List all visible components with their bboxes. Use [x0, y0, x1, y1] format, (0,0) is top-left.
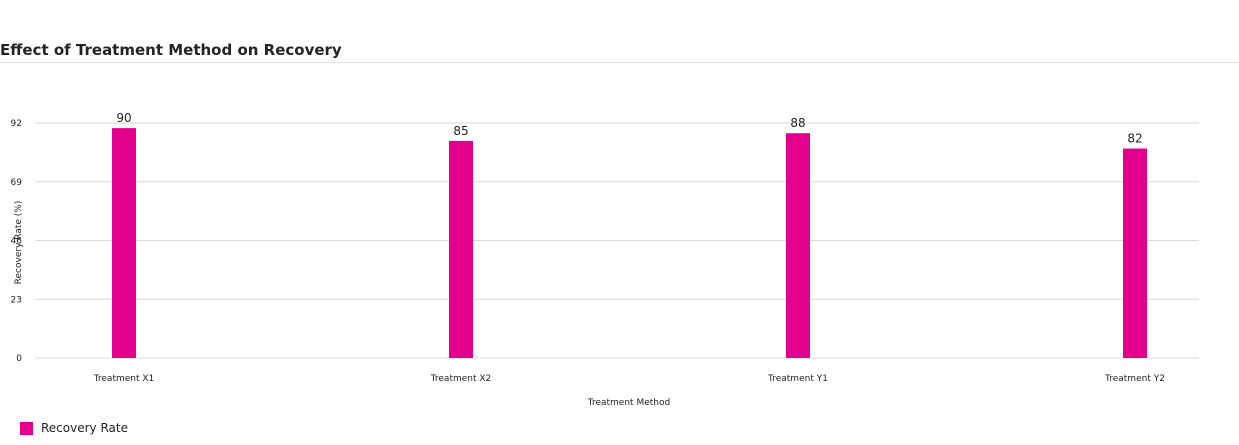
bar — [786, 133, 810, 358]
y-tick-label: 23 — [11, 295, 22, 305]
y-tick-label: 46 — [11, 237, 23, 247]
bar-data-label: 90 — [116, 111, 131, 125]
title-divider — [0, 62, 1239, 63]
bar — [112, 128, 136, 358]
x-tick-label: Treatment Y2 — [1104, 374, 1165, 384]
bar-chart: 90 85 88 82 0 23 46 69 92 Treatment X1 Treatment … — [11, 111, 1199, 408]
bar — [449, 140, 473, 358]
legend-label: Recovery Rate — [41, 421, 128, 435]
x-tick-label: Treatment X1 — [93, 374, 155, 384]
chart-title: Effect of Treatment Method on Recovery — [0, 41, 342, 59]
legend[interactable]: Recovery Rate — [20, 421, 128, 435]
gridlines — [35, 122, 1199, 359]
y-tick-label: 69 — [11, 178, 23, 188]
legend-swatch — [20, 421, 33, 435]
axis-ticks: 0 23 46 69 92 Treatment X1 Treatment X2 Treatme… — [11, 119, 1165, 384]
bar-data-label: 82 — [1127, 132, 1142, 146]
x-axis-title: Treatment Method — [587, 398, 670, 408]
x-tick-label: Treatment X2 — [430, 374, 492, 384]
bar-data-label: 88 — [790, 116, 805, 130]
data-labels: 90 85 88 82 — [116, 111, 1142, 145]
y-tick-label: 0 — [16, 354, 22, 364]
y-tick-label: 92 — [11, 119, 22, 129]
y-axis-title: Recovery Rate (%) — [14, 201, 24, 285]
bar-data-label: 85 — [453, 124, 468, 138]
bar — [1123, 148, 1147, 358]
x-tick-label: Treatment Y1 — [767, 374, 828, 384]
bars — [112, 128, 1147, 358]
